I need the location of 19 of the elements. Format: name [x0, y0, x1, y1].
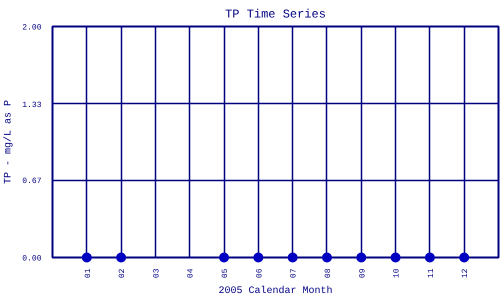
x-tick-label: 02 [118, 268, 128, 278]
y-tick-label: 0.00 [22, 254, 42, 264]
y-tick-label: 2.00 [22, 24, 42, 32]
x-tick-label: 01 [84, 268, 93, 278]
y-tick-label: 0.67 [22, 177, 42, 186]
x-tick-label: 04 [186, 268, 196, 278]
x-tick-label: 09 [358, 268, 368, 278]
x-tick-label: 03 [152, 268, 162, 278]
x-tick-label: 10 [392, 268, 402, 278]
y-tick-label: 1.33 [22, 100, 42, 110]
x-tick-label: 08 [324, 268, 333, 278]
y-axis-title: TP - mg/L as P [2, 100, 14, 184]
x-tick-label: 05 [221, 268, 230, 278]
x-tick-label: 07 [290, 268, 299, 278]
x-tick-label: 06 [255, 268, 264, 278]
x-axis-title: 2005 Calendar Month [218, 285, 333, 298]
x-tick-label: 12 [461, 268, 470, 278]
x-tick-label: 11 [426, 268, 436, 278]
chart-title: TP Time Series [225, 8, 326, 22]
